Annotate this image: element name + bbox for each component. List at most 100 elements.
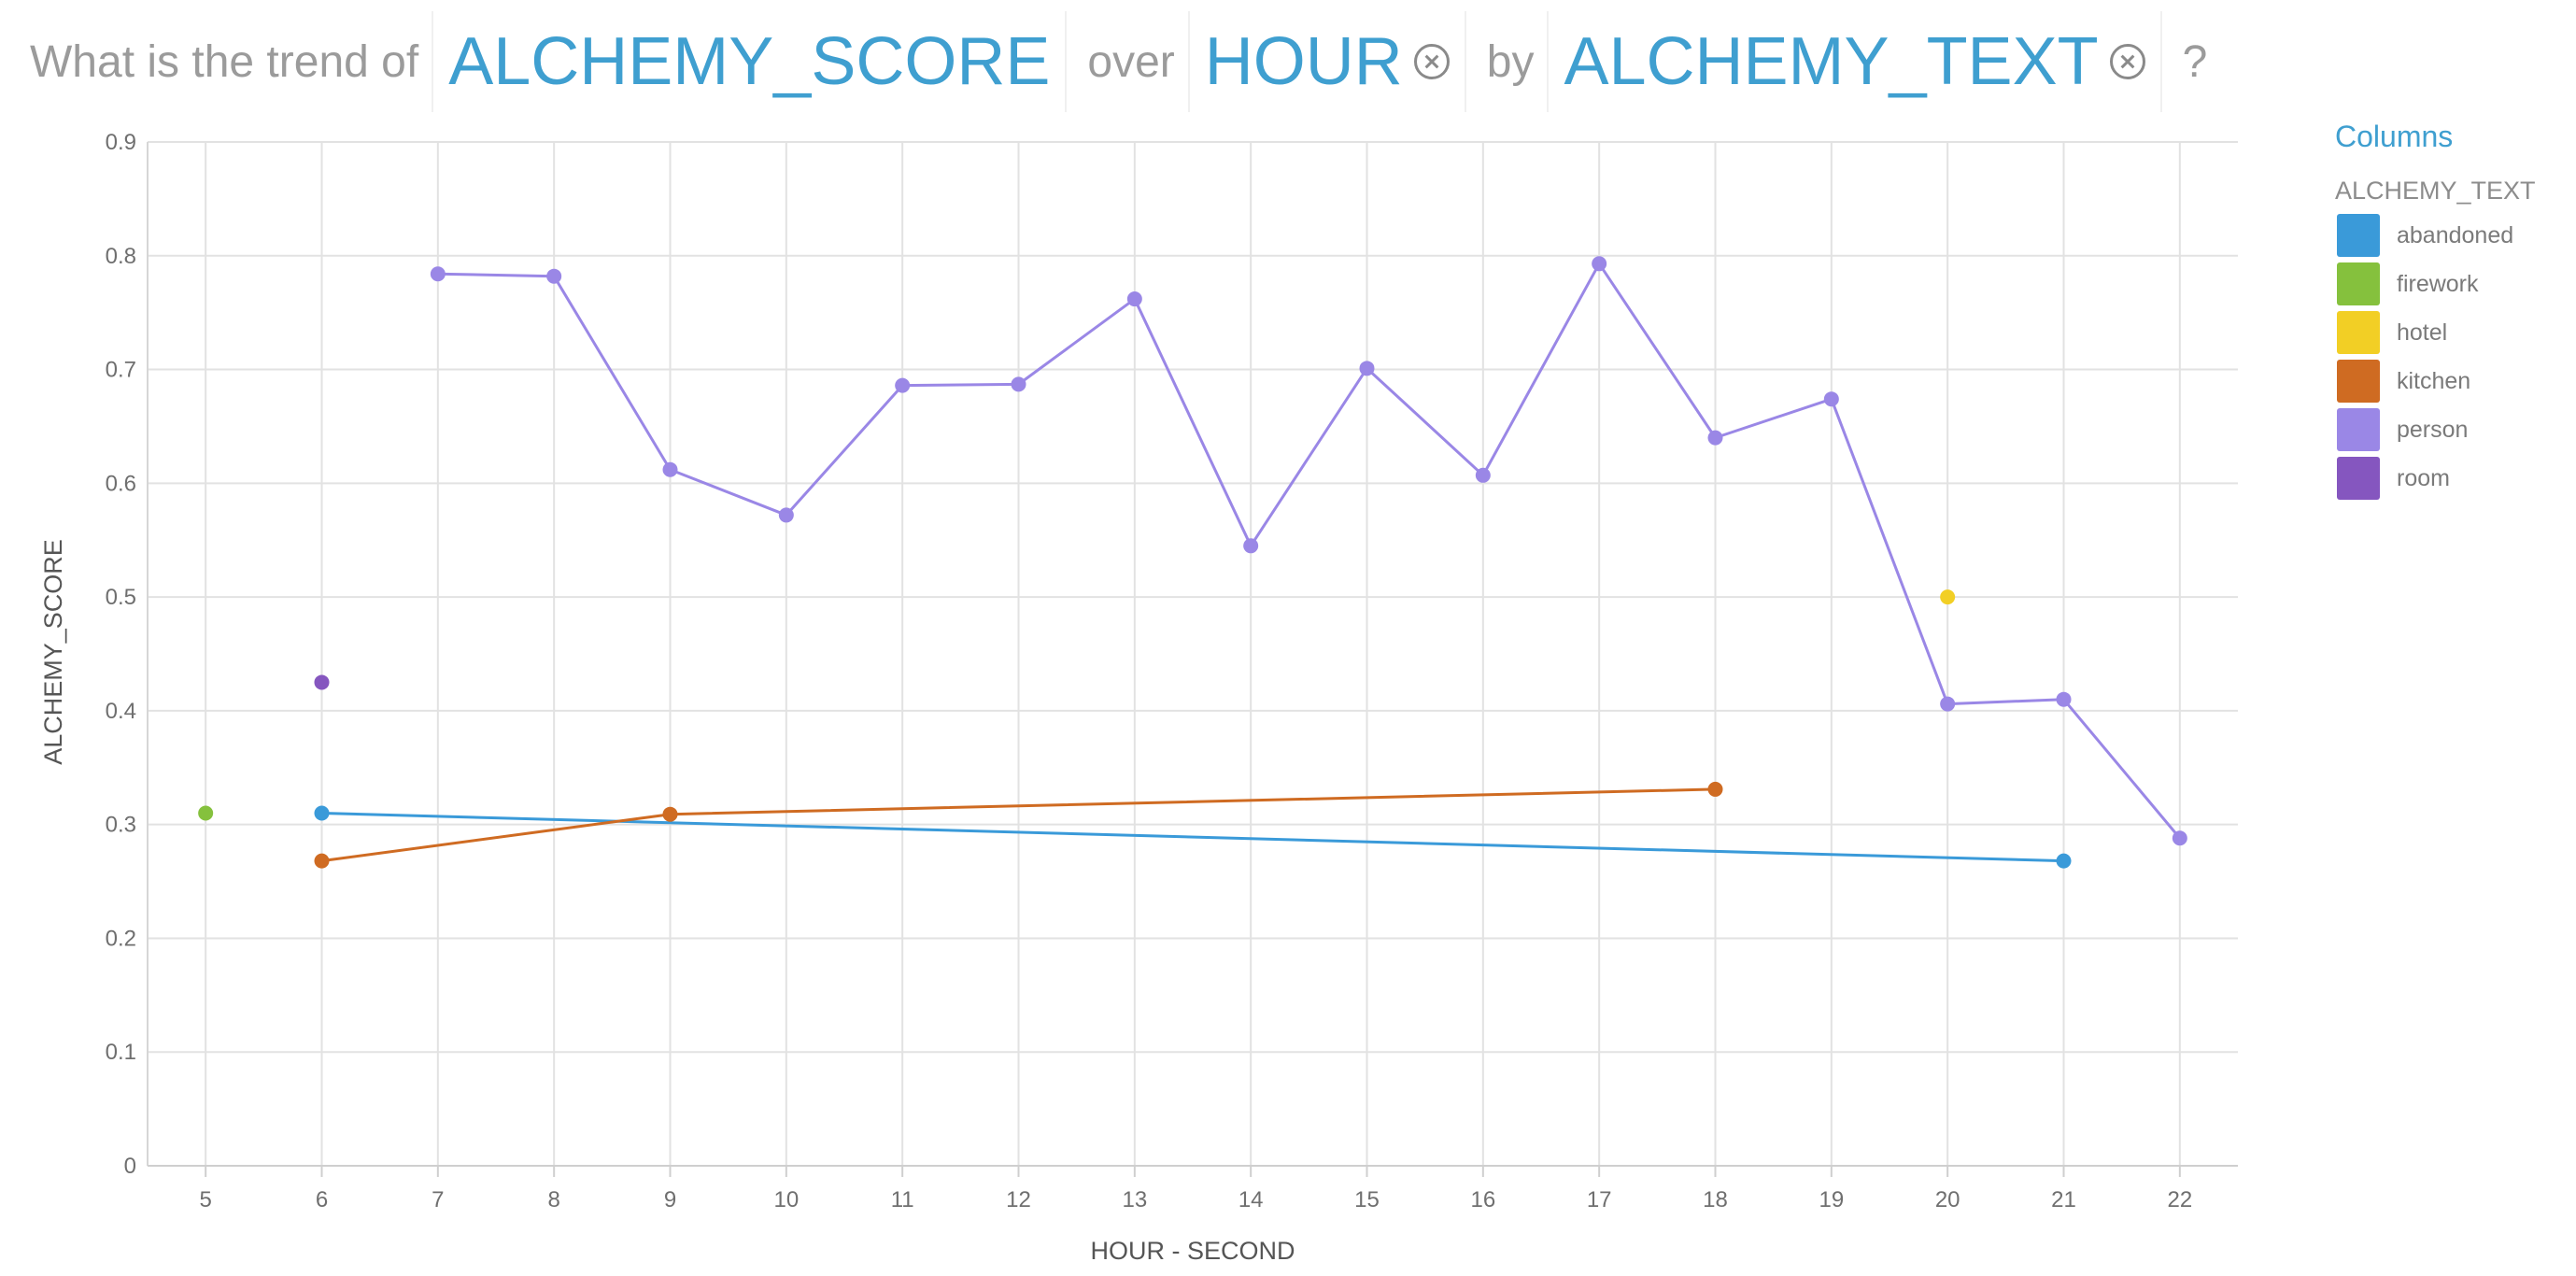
data-point-kitchen[interactable] [314,853,330,869]
series-room [314,674,330,690]
y-tick-label: 0.2 [106,926,136,951]
y-tick-label: 0.6 [106,471,136,496]
legend-item-room[interactable]: room [2335,454,2536,503]
series-kitchen [314,781,1723,869]
x-tick-label: 22 [2167,1187,2192,1212]
series-line-person [437,262,2181,840]
x-tick-label: 21 [2051,1187,2076,1212]
x-tick-label: 6 [316,1187,328,1212]
x-tick-label: 19 [1819,1187,1844,1212]
data-point-person[interactable] [662,461,678,477]
x-axis-ticks: 5 6 7 8 9 10 11 12 13 14 15 16 17 18 19 20 21 22 [199,1187,2192,1212]
data-point-abandoned[interactable] [314,805,330,821]
legend-title: Columns [2335,120,2454,153]
y-tick-label: 0 [124,1154,136,1179]
legend-item-abandoned[interactable]: abandoned [2335,211,2536,260]
series-firework [198,805,214,821]
y-tick-label: 0.3 [106,813,136,838]
data-point-person[interactable] [1707,430,1723,446]
x-tick-label: 17 [1587,1187,1612,1212]
data-point-abandoned[interactable] [2056,853,2072,869]
dimension-token-label: HOUR [1204,24,1403,99]
series-line-abandoned [321,811,2064,863]
series-hotel [1940,589,1956,605]
legend-item-kitchen[interactable]: kitchen [2335,357,2536,405]
chart-grid [147,141,2238,1177]
legend-label: person [2397,416,2469,443]
y-tick-label: 0.8 [106,244,136,269]
y-axis-ticks: 0 0.1 0.2 0.3 0.4 0.5 0.6 0.7 0.8 0.9 [106,130,136,1179]
legend-field-name: ALCHEMY_TEXT [2335,177,2536,205]
x-tick-label: 20 [1935,1187,1960,1212]
y-axis-title: ALCHEMY_SCORE [39,539,67,765]
data-point-person[interactable] [2056,691,2072,707]
trend-line-chart: 0 0.1 0.2 0.3 0.4 0.5 0.6 0.7 0.8 0.9 5 6 7 8 9 10 11 12… [39,130,2238,1265]
data-point-person[interactable] [1823,391,1839,407]
y-tick-label: 0.4 [106,699,136,724]
question-bar: What is the trend of ALCHEMY_SCORE over … [30,11,2220,112]
data-point-person[interactable] [778,507,794,523]
data-point-room[interactable] [314,674,330,690]
x-tick-label: 5 [199,1187,211,1212]
measure-token-label: ALCHEMY_SCORE [448,24,1051,99]
x-tick-label: 8 [547,1187,559,1212]
y-tick-label: 0.1 [106,1040,136,1065]
data-point-kitchen[interactable] [1707,781,1723,797]
legend-swatch [2337,457,2380,500]
x-tick-label: 9 [664,1187,676,1212]
legend-label: kitchen [2397,367,2471,394]
data-point-person[interactable] [1475,467,1491,483]
x-tick-label: 13 [1122,1187,1147,1212]
question-over-word: over [1087,36,1175,87]
data-point-person[interactable] [1243,538,1259,554]
series-person [430,256,2187,846]
data-point-person[interactable] [1359,361,1375,376]
data-point-person[interactable] [430,266,446,282]
chart-series [198,256,2187,869]
data-point-hotel[interactable] [1940,589,1956,605]
legend-label: room [2397,464,2450,491]
legend-swatch [2337,311,2380,354]
legend-swatch [2337,408,2380,451]
legend-label: firework [2397,270,2479,297]
legend-item-hotel[interactable]: hotel [2335,308,2536,357]
x-tick-label: 10 [773,1187,799,1212]
x-tick-label: 15 [1354,1187,1380,1212]
x-tick-label: 16 [1470,1187,1495,1212]
data-point-person[interactable] [1011,376,1026,392]
x-tick-label: 7 [432,1187,444,1212]
question-prefix: What is the trend of [30,36,419,87]
question-by-word: by [1486,36,1535,87]
dimension-token[interactable]: HOUR [1187,11,1466,112]
y-tick-label: 0.9 [106,130,136,155]
y-tick-label: 0.7 [106,358,136,383]
data-point-person[interactable] [895,377,911,393]
data-point-person[interactable] [546,268,562,284]
legend-swatch [2337,214,2380,257]
data-point-person[interactable] [1940,696,1956,712]
legend-item-firework[interactable]: firework [2335,260,2536,308]
remove-group-icon[interactable] [2109,44,2145,79]
x-tick-label: 14 [1238,1187,1264,1212]
legend-label: abandoned [2397,221,2514,248]
x-tick-label: 11 [891,1187,914,1212]
series-abandoned [314,805,2072,869]
measure-token[interactable]: ALCHEMY_SCORE [432,11,1068,112]
legend-swatch [2337,262,2380,305]
data-point-person[interactable] [1592,256,1607,272]
group-token[interactable]: ALCHEMY_TEXT [1547,11,2162,112]
data-point-person[interactable] [2172,830,2187,846]
group-token-label: ALCHEMY_TEXT [1564,24,2099,99]
legend: Columns ALCHEMY_TEXT abandoned firework ho… [2335,120,2536,503]
data-point-person[interactable] [1126,291,1142,307]
remove-dimension-icon[interactable] [1413,44,1450,79]
legend-swatch [2337,360,2380,403]
y-tick-label: 0.5 [106,585,136,610]
question-suffix: ? [2182,36,2208,87]
legend-item-person[interactable]: person [2335,405,2536,454]
data-point-firework[interactable] [198,805,214,821]
x-tick-label: 18 [1703,1187,1728,1212]
legend-label: hotel [2397,319,2448,346]
data-point-kitchen[interactable] [662,806,678,822]
legend-items: abandoned firework hotel kitchen person room [2335,211,2536,503]
